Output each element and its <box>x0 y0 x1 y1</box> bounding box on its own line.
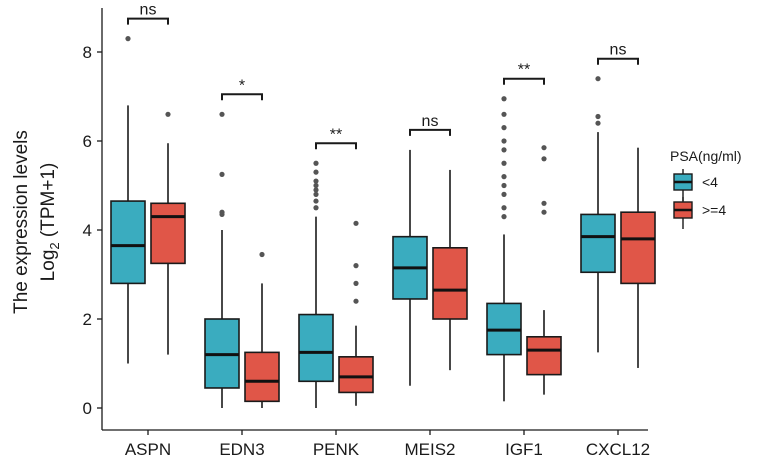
outlier-point <box>501 125 507 131</box>
x-tick-label: CXCL12 <box>586 440 650 459</box>
significance-label: * <box>239 77 245 94</box>
box-group <box>580 76 616 353</box>
box-rect <box>526 335 562 376</box>
outlier-point <box>501 138 507 144</box>
y-tick-label: 4 <box>83 221 92 240</box>
significance-label: ns <box>422 113 439 130</box>
box-group <box>620 147 656 368</box>
box-rect <box>244 351 280 403</box>
outlier-point <box>501 111 507 117</box>
outlier-point <box>219 111 225 117</box>
outlier-point <box>313 178 319 184</box>
outlier-point <box>313 169 319 175</box>
y-axis-label-line1: The expression levels <box>11 130 32 314</box>
significance-label: ** <box>518 62 530 79</box>
outlier-point <box>501 96 507 102</box>
y-axis-label-unit: (TPM+1) <box>38 163 59 243</box>
plot-boxes <box>110 36 656 408</box>
significance-label: ns <box>140 2 157 19</box>
significance-bracket <box>221 93 263 101</box>
x-tick-label: ASPN <box>125 440 171 459</box>
box-group <box>150 111 186 355</box>
outlier-point <box>353 263 359 269</box>
outlier-point <box>501 205 507 211</box>
outlier-point <box>501 160 507 166</box>
box-group <box>298 160 334 408</box>
outlier-point <box>313 205 319 211</box>
outlier-point <box>313 191 319 197</box>
significance-bracket <box>597 57 639 65</box>
x-tick-label: IGF1 <box>505 440 543 459</box>
outlier-point <box>501 191 507 197</box>
legend-entry-label: >=4 <box>702 202 726 218</box>
x-tick-label: MEIS2 <box>404 440 455 459</box>
outlier-point <box>353 280 359 286</box>
box-rect <box>432 247 468 320</box>
y-axis-label-2: Log2 (TPM+1) <box>38 163 62 282</box>
box-group <box>244 251 280 408</box>
y-tick-label: 6 <box>83 132 92 151</box>
outlier-point <box>313 160 319 166</box>
outlier-point <box>501 174 507 180</box>
significance-bracket <box>409 128 451 136</box>
box-group <box>486 96 522 402</box>
significance-bracket <box>315 142 357 150</box>
y-tick-label: 2 <box>83 310 92 329</box>
y-tick-label: 0 <box>83 399 92 418</box>
outlier-point <box>501 182 507 189</box>
box-rect <box>338 356 374 394</box>
significance-label: ns <box>610 42 627 59</box>
significance-bracket <box>503 77 545 85</box>
outlier-point <box>501 147 507 153</box>
box-rect <box>580 213 616 274</box>
box-rect <box>298 313 334 383</box>
outlier-point <box>353 298 359 304</box>
significance-label: ** <box>330 126 342 143</box>
outlier-point <box>501 214 507 220</box>
box-group <box>110 36 146 364</box>
outlier-point <box>541 156 547 162</box>
plot-axes: 0 2 4 6 8 ASPN EDN3 PENK MEIS2 IGF1 CXCL12 <box>83 8 650 459</box>
box-rect <box>620 211 656 285</box>
legend-entry-label: <4 <box>702 174 718 190</box>
outlier-point <box>219 171 225 177</box>
box-rect <box>110 200 146 285</box>
box-group <box>338 220 374 406</box>
legend: PSA(ng/ml) <4 >=4 <box>670 148 742 229</box>
x-tick-label: EDN3 <box>219 440 264 459</box>
y-axis-label-sub: 2 <box>47 242 62 249</box>
outlier-point <box>259 251 265 258</box>
box-group <box>392 149 428 386</box>
outlier-point <box>165 111 171 117</box>
outlier-point <box>313 182 319 189</box>
y-axis-label: The expression levels <box>11 130 32 314</box>
legend-title: PSA(ng/ml) <box>670 148 742 164</box>
outlier-point <box>595 120 601 126</box>
outlier-point <box>541 200 547 206</box>
outlier-point <box>313 187 319 193</box>
box-group <box>204 111 240 408</box>
outlier-point <box>219 209 225 215</box>
outlier-point <box>353 220 359 226</box>
y-tick-label: 8 <box>83 43 92 62</box>
y-axis-label-log: Log <box>38 250 59 282</box>
significance-bracket <box>127 17 169 25</box>
outlier-point <box>313 198 319 204</box>
box-group <box>526 145 562 395</box>
box-group <box>432 169 468 371</box>
box-rect <box>150 202 186 265</box>
outlier-point <box>125 36 131 42</box>
outlier-point <box>541 145 547 151</box>
x-tick-label: PENK <box>313 440 360 459</box>
outlier-point <box>595 113 601 120</box>
significance-brackets: ns***ns**ns <box>127 2 639 150</box>
outlier-point <box>595 76 601 82</box>
outlier-point <box>541 209 547 215</box>
